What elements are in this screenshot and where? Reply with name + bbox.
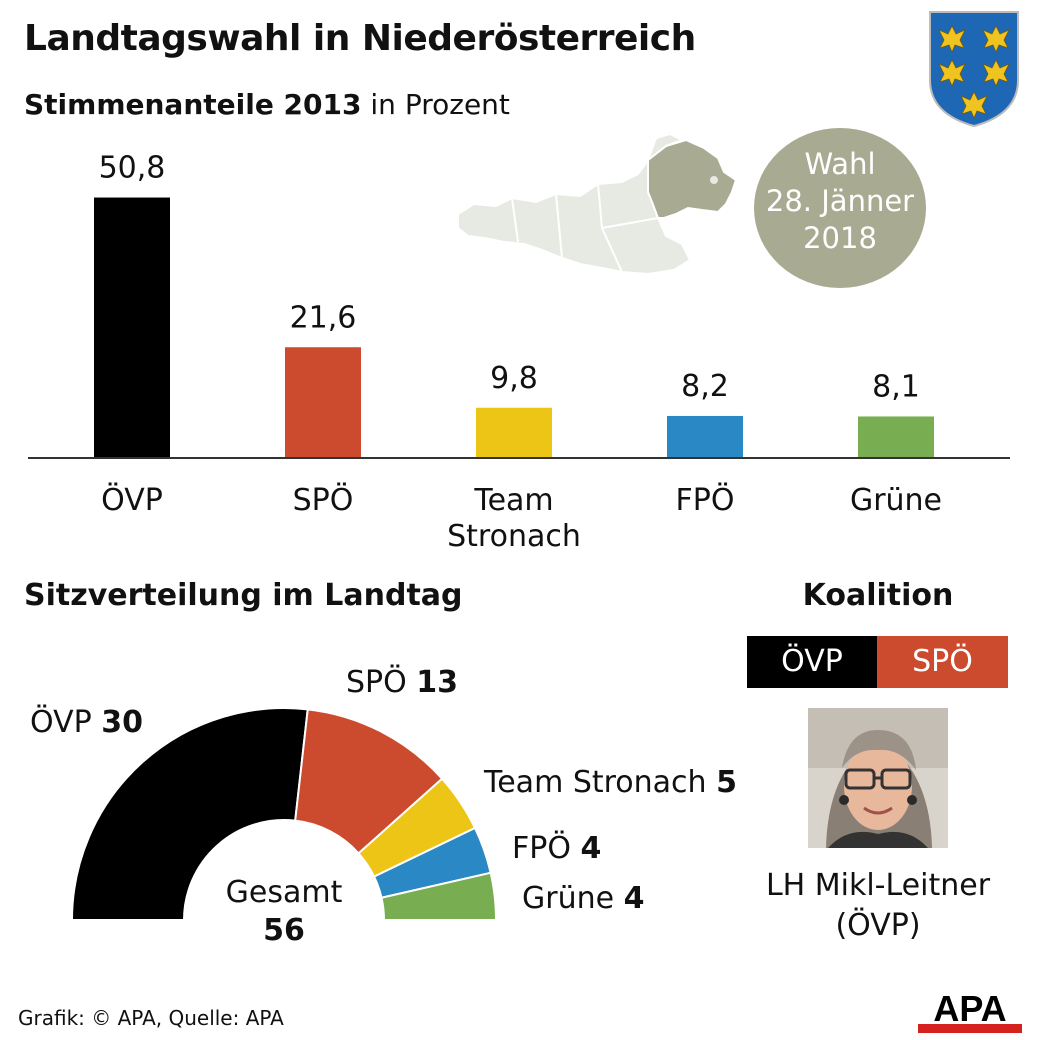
bar-4 (858, 416, 934, 458)
bar-2 (476, 407, 552, 458)
bar-value-label-4: 8,1 (872, 369, 920, 404)
bar-value-label-2: 9,8 (490, 361, 538, 396)
map-noe (647, 138, 738, 219)
subtitle-rest: in Prozent (361, 88, 510, 121)
bar-category-label-4-0: Grüne (850, 483, 942, 518)
bar-category-label-1-0: SPÖ (293, 482, 354, 518)
lower-austria-crest-icon (929, 11, 1019, 128)
apa-logo: APA (918, 990, 1022, 1033)
seat-label-0: ÖVP 30 (30, 704, 143, 740)
portrait-icon (808, 708, 948, 848)
bar-value-label-3: 8,2 (681, 369, 729, 404)
person-name: LH Mikl-Leitner (765, 868, 991, 903)
seat-label-4: Grüne 4 (522, 881, 644, 916)
coalition-spo-box: SPÖ (877, 636, 1008, 688)
person-caption: LH Mikl-Leitner (ÖVP) (740, 866, 1016, 946)
seat-total-value: 56 (263, 913, 305, 948)
coalition-title: Koalition (802, 578, 954, 613)
apa-logo-text: APA (933, 990, 1006, 1029)
source-credit: Grafik: © APA, Quelle: APA (18, 1006, 284, 1030)
election-line2: 28. Jänner (765, 184, 915, 218)
bar-category-label-3-0: FPÖ (676, 482, 735, 518)
seat-label-3: FPÖ 4 (512, 830, 601, 866)
bar-category-label-2-1: Stronach (447, 519, 581, 554)
map-land (457, 156, 692, 276)
page-title: Landtagswahl in Niederösterreich (24, 18, 696, 59)
bar-0 (94, 197, 170, 458)
seat-label-1: SPÖ 13 (346, 664, 458, 700)
bar-value-label-0: 50,8 (99, 151, 166, 186)
election-line3: 2018 (803, 221, 877, 255)
bar-category-label-2-0: Team (473, 483, 553, 518)
seat-segment-0 (70, 707, 309, 921)
bar-1 (285, 347, 361, 458)
election-date-badge: Wahl 28. Jänner 2018 (754, 128, 926, 288)
seat-chart-title: Sitzverteilung im Landtag (24, 578, 463, 613)
seat-total-label: Gesamt (226, 875, 343, 910)
seat-distribution-chart: ÖVP 30 SPÖ 13 Team Stronach 5 FPÖ 4 Grüne 4 G… (30, 664, 737, 948)
bar-value-label-1: 21,6 (290, 300, 357, 335)
seat-segment-4 (380, 871, 498, 921)
bar-category-label-0-0: ÖVP (101, 482, 163, 518)
bar-3 (667, 415, 743, 458)
election-line1: Wahl (804, 147, 876, 181)
person-party: (ÖVP) (835, 908, 921, 943)
seat-label-2: Team Stronach 5 (483, 765, 737, 800)
austria-map-icon (457, 132, 738, 276)
subtitle-bold: Stimmenanteile 2013 (24, 88, 362, 121)
coalition-ovp-box: ÖVP (747, 636, 877, 688)
chart-subtitle: Stimmenanteile 2013 in Prozent (24, 88, 510, 121)
